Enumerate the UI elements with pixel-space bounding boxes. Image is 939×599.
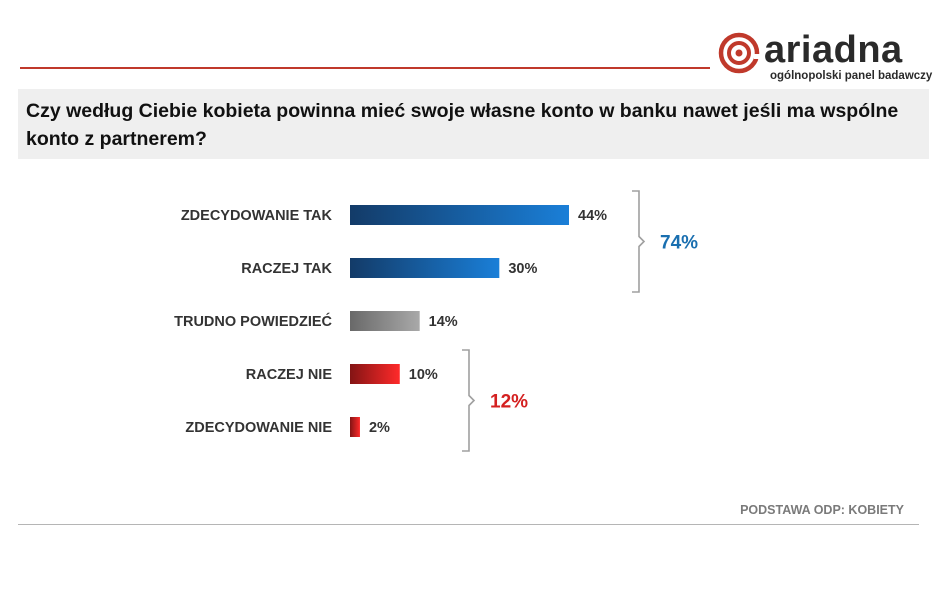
value-label: 30%	[508, 261, 537, 277]
bar	[350, 417, 360, 437]
group-total-label: 12%	[490, 392, 528, 413]
bar	[350, 311, 420, 331]
question-banner: Czy według Ciebie kobieta powinna mieć s…	[18, 89, 929, 159]
bar-chart: ZDECYDOWANIE TAK 44% RACZEJ TAK 30% TRUDNO P…	[174, 190, 698, 452]
category-label: ZDECYDOWANIE TAK	[181, 208, 333, 224]
header-rule	[20, 67, 710, 69]
value-label: 10%	[409, 367, 438, 383]
group-total-label: 74%	[660, 233, 698, 254]
ariadna-logo-icon	[718, 32, 762, 74]
value-label: 44%	[578, 208, 607, 224]
base-note: PODSTAWA ODP: KOBIETY	[740, 503, 904, 517]
question-text: Czy według Ciebie kobieta powinna mieć s…	[26, 100, 899, 150]
logo-wordmark: ariadna	[764, 29, 903, 71]
group-bracket	[632, 190, 646, 293]
value-label: 14%	[429, 314, 458, 330]
bar	[350, 364, 400, 384]
footer-rule	[18, 524, 919, 525]
ariadna-logo: ariadna ogólnopolski panel badawczy	[718, 29, 932, 86]
bar	[350, 258, 500, 278]
category-label: RACZEJ TAK	[241, 261, 332, 277]
logo-tagline: ogólnopolski panel badawczy	[770, 70, 933, 82]
value-label: 2%	[369, 420, 390, 436]
group-bracket	[462, 349, 476, 452]
category-label: TRUDNO POWIEDZIEĆ	[174, 312, 332, 330]
bar	[350, 205, 569, 225]
category-label: RACZEJ NIE	[246, 367, 333, 383]
category-label: ZDECYDOWANIE NIE	[185, 420, 332, 436]
